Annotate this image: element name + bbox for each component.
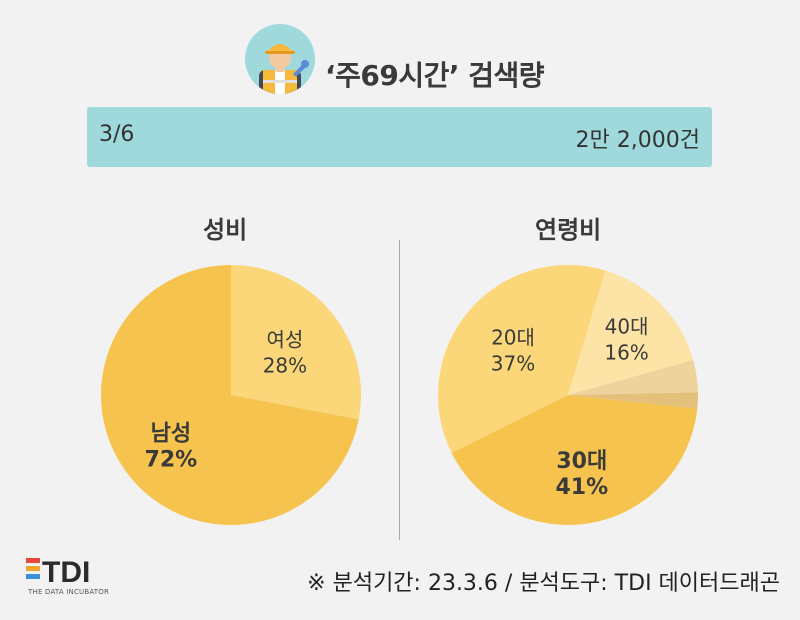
gender-chart-title: 성비	[203, 216, 248, 244]
summary-bar: 3/6 2만 2,000건	[87, 107, 712, 167]
slice-value-label: 37%	[491, 352, 535, 376]
slice-value-label: 72%	[145, 448, 198, 473]
pie-slice	[101, 265, 359, 525]
header: ‘주69시간’ 검색량	[0, 20, 800, 100]
pie-slice	[568, 270, 694, 395]
age-chart-title: 연령비	[535, 216, 602, 244]
footnote: ※ 분석기간: 23.3.6 / 분석도구: TDI 데이터드래곤	[307, 571, 780, 596]
summary-amount: 2만 2,000건	[575, 128, 700, 153]
tdi-logo: TDI	[26, 556, 90, 589]
slice-label: 30대	[556, 449, 607, 474]
logo-subtitle: THE DATA INCUBATOR	[28, 588, 110, 596]
pie-slice	[568, 392, 698, 409]
slice-value-label: 41%	[555, 475, 608, 500]
pie-slice	[568, 360, 698, 395]
pie-slice	[438, 265, 606, 453]
slice-label: 20대	[491, 326, 535, 350]
page-title: ‘주69시간’ 검색량	[325, 59, 545, 92]
slice-label: 남성	[151, 422, 191, 447]
divider	[399, 240, 400, 540]
summary-date: 3/6	[99, 122, 135, 147]
pie-slice	[451, 395, 698, 525]
logo-text: TDI	[42, 556, 90, 589]
slice-value-label: 28%	[263, 353, 307, 377]
construction-worker-icon	[245, 24, 315, 94]
pie-slice	[231, 265, 362, 420]
slice-value-label: 16%	[604, 341, 648, 365]
slice-label: 40대	[605, 315, 649, 339]
slice-label: 여성	[267, 327, 304, 351]
